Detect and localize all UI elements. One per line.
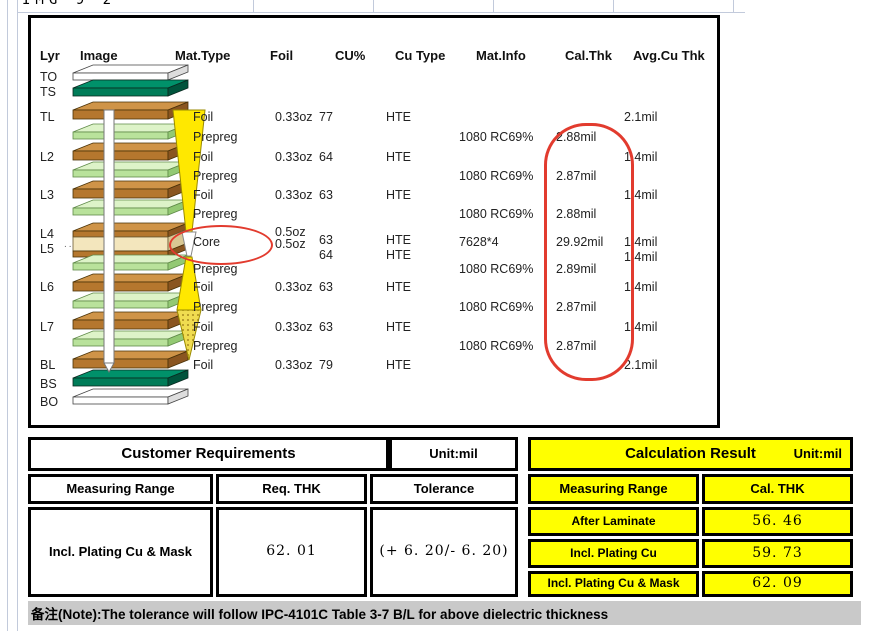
note-bar: 备注(Note):The tolerance will follow IPC-4… [28,601,861,625]
layer-label-l7: L7 [40,320,54,334]
layer-label-l4: L4 [40,227,54,241]
stackup-row-prepreg: Prepreg 1080 RC69% 2.87mil [193,169,597,183]
col-header-cu-type: Cu Type [395,48,446,63]
gridline-stub [613,0,614,12]
calculation-result-header: Calculation Result Unit:mil [528,437,853,471]
col-header-cu-pct: CU% [335,48,366,63]
layer-label-tl: TL [40,110,55,124]
calc-col-cal-thk: Cal. THK [702,474,853,504]
layer-label-l2: L2 [40,150,54,164]
gridline-horizontal [17,12,745,13]
stackup-row-prepreg: Prepreg 1080 RC69% 2.87mil [193,300,597,314]
stackup-row-prepreg: Prepreg 1080 RC69% 2.89mil [193,262,597,276]
stackup-row-prepreg: Prepreg 1080 RC69% 2.88mil [193,207,597,221]
core-cu-type-1: HTE [386,233,411,247]
customer-requirements-unit: Unit:mil [389,437,518,471]
spreadsheet-cell-text: IMG 9 2 [22,0,117,8]
col-header-lyr: Lyr [40,48,60,63]
layer-label-l6: L6 [40,280,54,294]
layer-label-to: TO [40,70,58,84]
calc-value-after-laminate: 56. 46 [702,507,853,536]
core-foil-2: 0.5oz [275,237,306,251]
calc-row-incl-plating-cu: Incl. Plating Cu [528,539,699,568]
calculation-result-title: Calculation Result [625,444,756,462]
core-highlight-ellipse [169,225,273,265]
cr-req-thk-value: 62. 01 [216,507,367,597]
stackup-row-l2: Foil 0.33oz 64 HTE 1.4mil [193,150,658,164]
core-cal-thk: 29.92mil [556,235,604,249]
col-header-mat-info: Mat.Info [476,48,526,63]
layer-label-l3: L3 [40,188,54,202]
core-cu-type-2: HTE [386,248,411,262]
col-header-image: Image [80,48,118,63]
customer-requirements-title: Customer Requirements [28,437,389,471]
col-header-avg-cu-thk: Avg.Cu Thk [633,48,705,63]
calculation-result-unit: Unit:mil [793,445,842,461]
gridline-vertical [7,0,8,631]
calc-row-after-laminate: After Laminate [528,507,699,536]
cr-col-measuring-range: Measuring Range [28,474,213,504]
col-header-cal-thk: Cal.Thk [565,48,612,63]
stackup-row-l6: Foil 0.33oz 63 HTE 1.4mil [193,280,658,294]
gridline-rows [0,12,17,631]
layer-label-l5: L5 [40,242,54,256]
layer-label-ts: TS [40,85,56,99]
calc-value-incl-plating-cu: 59. 73 [702,539,853,568]
col-header-foil: Foil [270,48,294,63]
gridline-vertical [17,0,18,631]
cr-col-tolerance: Tolerance [370,474,518,504]
gridline-stub [733,0,734,12]
cr-tolerance-value: (+ 6. 20/- 6. 20) [370,507,518,597]
gridline-stub [493,0,494,12]
stackup-row-bl: Foil 0.33oz 79 HTE 2.1mil [193,358,658,372]
layer-label-bl: BL [40,358,56,372]
leader-dots: .... [64,239,83,250]
spreadsheet-top-cell: IMG 9 2 [19,0,169,12]
stackup-row-l7: Foil 0.33oz 63 HTE 1.4mil [193,320,658,334]
calc-col-measuring-range: Measuring Range [528,474,699,504]
gridline-stub [253,0,254,12]
stackup-row-tl: Foil 0.33oz 77 HTE 2.1mil [193,110,658,124]
gridline-stub [373,0,374,12]
through-via [103,109,115,374]
stackup-panel: Lyr Image Mat.Type Foil CU% Cu Type Mat.… [28,15,720,428]
calc-row-incl-plating-cu-mask: Incl. Plating Cu & Mask [528,571,699,597]
calc-value-incl-plating-cu-mask: 62. 09 [702,571,853,597]
cr-measuring-range-value: Incl. Plating Cu & Mask [28,507,213,597]
cal-thk-highlight [544,123,634,381]
core-cu-2: 64 [319,248,333,262]
layer-label-bo: BO [40,395,59,409]
core-cu-1: 63 [319,233,333,247]
core-foil-1: 0.5oz [275,225,306,239]
core-mat-info: 7628*4 [459,235,499,249]
layer-label-bs: BS [40,377,57,391]
col-header-mat-type: Mat.Type [175,48,231,63]
cr-col-req-thk: Req. THK [216,474,367,504]
